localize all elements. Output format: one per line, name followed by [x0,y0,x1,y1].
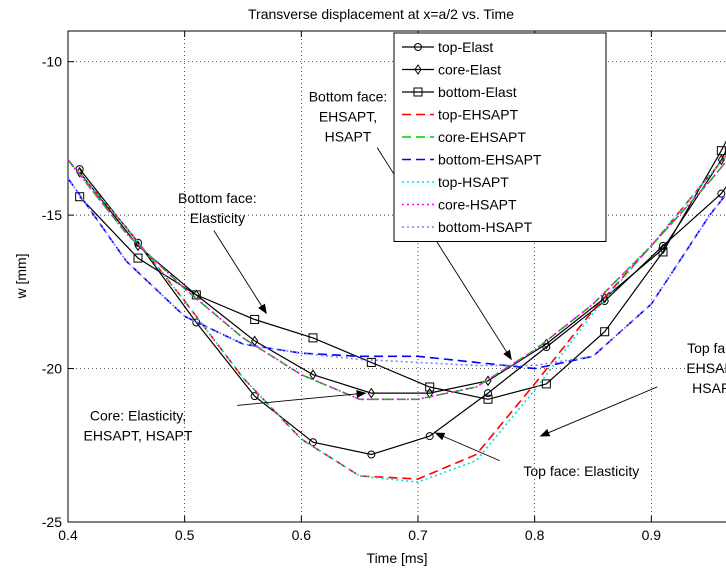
annotation-arrow [213,230,267,315]
y-tick-label: -10 [42,54,62,70]
point-core-Elast [367,387,375,399]
annotation-top-face-ehsapt: Top face: EHSAPT, HSAPT [539,340,726,437]
annotation-text: HSAPT [325,129,372,145]
series-bottom-HSAPT [68,177,726,367]
annotation-text: EHSAPT, [686,360,726,376]
x-tick-label: 0.5 [175,527,195,543]
series-line-top-Elast [79,168,726,456]
legend-label: top-HSAPT [438,174,509,190]
y-tick-label: -25 [42,514,62,530]
legend-label: bottom-Elast [438,84,517,100]
point-bottom-Elast [425,382,435,392]
legend-entry: top-EHSAPT [402,107,519,123]
point-bottom-Elast [600,327,610,337]
legend-entry: bottom-EHSAPT [402,152,542,168]
x-tick-label: 0.4 [58,527,78,543]
point-top-Elast [425,432,434,441]
x-tick-label: 0.9 [642,527,662,543]
annotation-text: Elasticity [190,210,245,226]
x-tick-label: 0.7 [408,527,428,543]
legend-entry: top-HSAPT [402,174,509,190]
annotation-text: Bottom face: [309,89,388,105]
point-bottom-Elast [483,394,493,404]
legend-label: bottom-EHSAPT [438,152,542,168]
legend-label: core-HSAPT [438,197,517,213]
legend-entry: core-EHSAPT [402,129,526,145]
legend-marker [414,43,422,51]
y-axis-label: w [mm] [13,253,29,299]
annotation-bottom-face-ehsapt: Bottom face: EHSAPT, HSAPT [309,89,512,361]
point-top-Elast [484,389,492,398]
annotation-text: EHSAPT, [319,109,377,125]
series-line-core-HSAPT [68,159,726,401]
series-line-bottom-Elast [79,140,726,400]
legend-label: top-EHSAPT [438,107,519,123]
point-top-Elast [717,189,726,198]
x-axis-label: Time [ms] [367,550,428,566]
legend-entry: top-Elast [402,39,493,55]
x-tick-label: 0.6 [292,527,312,543]
legend-label: top-Elast [438,39,493,55]
point-bottom-Elast [716,146,726,156]
annotation-text: EHSAPT, HSAPT [84,428,193,444]
annotation-text: HSAPT [692,380,726,396]
x-tick-label: 0.8 [525,527,545,543]
point-top-Elast [309,438,317,447]
annotation-top-face-elasticity: Top face: Elasticity [434,432,639,479]
annotation-text: Top face: Elasticity [523,463,639,479]
point-core-Elast [309,369,317,381]
point-bottom-Elast [541,379,551,389]
point-bottom-Elast [133,253,143,263]
legend-label: core-Elast [438,62,501,78]
annotation-core-all: Core: Elasticity, EHSAPT, HSAPT [84,389,367,444]
point-bottom-Elast [366,357,376,367]
annotation-arrow [237,389,367,406]
chart-title: Transverse displacement at x=a/2 vs. Tim… [248,6,514,22]
axis-ticks: 0.4 0.5 0.6 0.7 0.8 0.9 -10 -15 -20 -25 [42,31,662,543]
annotation-arrow [539,386,658,437]
point-bottom-Elast [75,192,85,202]
legend-entry: core-Elast [402,62,501,78]
legend-entry: bottom-Elast [402,84,517,100]
annotation-bottom-face-elasticity: Bottom face: Elasticity [178,190,267,315]
annotation-text: Bottom face: [178,190,257,206]
point-bottom-Elast [658,247,668,257]
legend-label: core-EHSAPT [438,129,526,145]
series-line-bottom-HSAPT [68,177,726,367]
legend: top-Elast core-Elast bottom-Elast top-EHSAP… [393,32,607,242]
legend-label: bottom-HSAPT [438,219,533,235]
annotations: Bottom face: EHSAPT, HSAPT Bottom face: Elas… [84,89,726,479]
point-top-Elast [250,392,259,401]
annotation-text: Top face: [687,340,726,356]
point-top-Elast [192,318,201,327]
legend-entry: core-HSAPT [402,197,517,213]
annotation-arrow [434,432,500,462]
series-bottom-Elast [75,140,726,404]
y-tick-label: -20 [42,361,62,377]
point-top-Elast [367,450,376,459]
point-bottom-Elast [250,314,260,324]
legend-marker [413,87,423,97]
y-tick-label: -15 [42,207,62,223]
point-bottom-Elast [308,333,318,343]
point-core-Elast [484,375,492,387]
annotation-text: Core: Elasticity, [90,408,186,424]
point-core-Elast [601,292,609,304]
legend-marker [414,64,422,75]
legend-entry: bottom-HSAPT [402,219,533,235]
series-core-HSAPT [68,159,726,401]
legend-box [393,32,607,242]
series-group [68,140,726,483]
